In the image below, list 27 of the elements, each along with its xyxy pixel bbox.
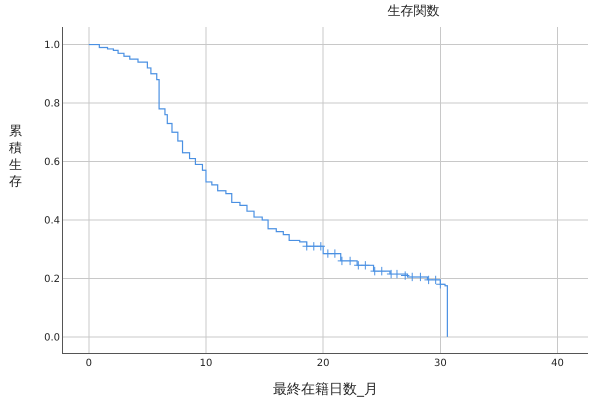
point [377,266,386,276]
point [424,275,434,285]
x-tick-label: 10 [200,358,212,369]
point [330,248,340,258]
point [370,266,380,276]
point [345,256,355,266]
y-axis-title: 累積生存 [9,124,22,190]
point [360,260,370,270]
y-tick-label: 0.8 [44,98,60,110]
x-axis-title: 最終在籍日数_月 [273,381,378,398]
point [302,242,312,251]
y-tick-label: 0.6 [44,156,60,168]
y-tick-label: 1.0 [44,40,60,52]
point [354,260,364,270]
x-tick-label: 20 [316,358,330,369]
x-tick-label: 40 [551,358,564,369]
y-tick-label: 0.0 [44,332,60,344]
point [400,270,410,280]
y-tick-label: 0.2 [44,274,60,285]
point [337,256,347,266]
y-tick-label: 0.4 [44,215,60,226]
x-tick-label: 30 [434,358,447,369]
point [309,242,318,251]
point [316,242,326,251]
x-tick-label: 0 [86,358,92,369]
point [323,248,333,258]
chart-title: 生存関数 [387,4,440,20]
